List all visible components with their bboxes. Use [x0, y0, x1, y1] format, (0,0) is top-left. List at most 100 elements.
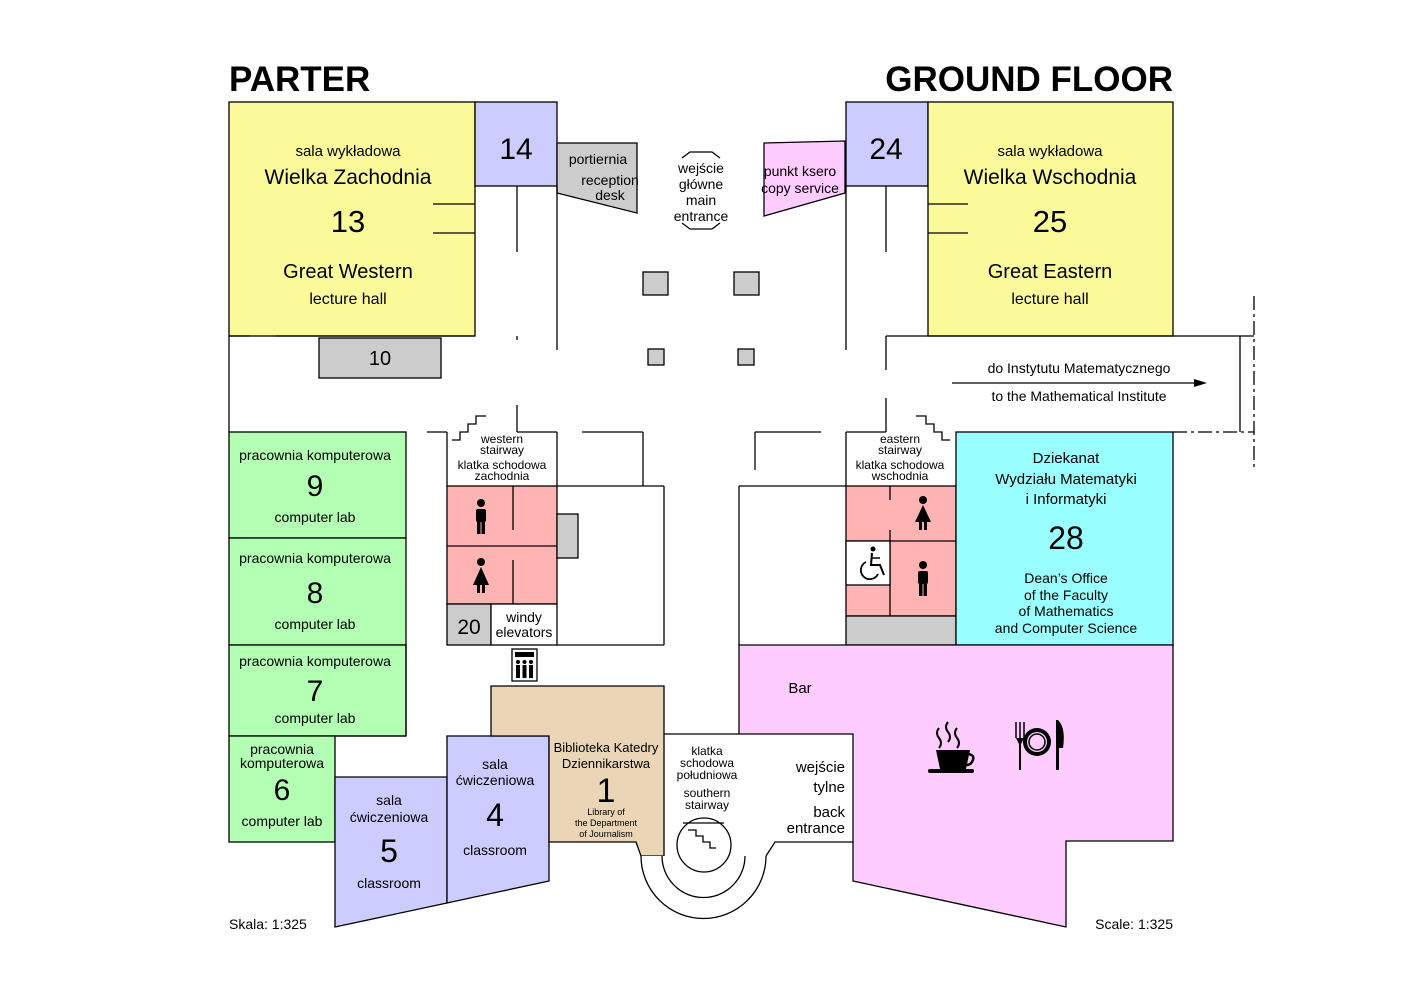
lab-6-english: computer lab [242, 813, 323, 829]
eastern-stairs-polish-1: klatka schodowa [856, 458, 945, 472]
library-number: 1 [597, 772, 616, 810]
hall-25-number: 25 [1033, 204, 1067, 239]
computer-lab-9[interactable]: pracownia komputerowa 9 computer lab [228, 431, 407, 539]
elevators-polish: windy [505, 609, 542, 625]
lab-9-number: 9 [307, 470, 324, 503]
deans-english-4: and Computer Science [995, 620, 1138, 636]
western-restrooms[interactable] [446, 485, 558, 605]
lab-7-number: 7 [307, 675, 324, 708]
lab-8-number: 8 [307, 577, 324, 610]
hall-25-polish-name: Wielka Wschodnia [964, 166, 1137, 189]
back-entrance[interactable]: wejście tylne back entrance [787, 759, 846, 837]
library-polish-2: Dziennikarstwa [562, 756, 651, 771]
main-entrance-line4: entrance [674, 208, 729, 224]
library-english-1: Library of [587, 807, 625, 817]
classroom-5[interactable]: sala ćwiczeniowa 5 classroom [334, 776, 448, 928]
reception-english-2: desk [595, 187, 626, 203]
computer-lab-7[interactable]: pracownia komputerowa 7 computer lab [228, 644, 407, 737]
class-4-number: 4 [486, 797, 504, 833]
female-restroom-icon [915, 496, 931, 530]
eastern-stairs-polish-2: wschodnia [871, 469, 929, 483]
room-24[interactable]: 24 [845, 101, 929, 187]
lab-6-polish-1: pracownia [250, 741, 314, 757]
library-english-2: the Department [575, 818, 638, 828]
deans-polish-1: Dziekanat [1033, 450, 1101, 467]
southern-stairs-english-1: southern [684, 786, 731, 800]
elevator-icon [511, 648, 538, 682]
lecture-hall-13[interactable]: sala wykładowa Wielka Zachodnia 13 Great… [228, 101, 476, 337]
classroom-4[interactable]: sala ćwiczeniowa 4 classroom [446, 735, 550, 904]
coffee-cup-icon [928, 721, 975, 773]
library-english-3: of Journalism [579, 829, 633, 839]
direction-english: to the Mathematical Institute [991, 388, 1166, 404]
back-entrance-polish-2: tylne [813, 779, 845, 796]
male-restroom-icon [476, 499, 486, 534]
library-polish-1: Biblioteka Katedry [554, 740, 659, 755]
class-5-number: 5 [380, 833, 398, 869]
western-stairs-polish-1: klatka schodowa [458, 458, 547, 472]
scale-english: Scale: 1:325 [1095, 916, 1173, 932]
southern-stairs-english-2: stairway [685, 798, 729, 812]
western-stairs-english-1: western [480, 432, 523, 446]
southern-stairway[interactable]: klatka schodowa południowa southern stai… [640, 744, 767, 920]
class-4-polish-2: ćwiczeniowa [456, 772, 535, 788]
western-stairs-polish-2: zachodnia [475, 469, 530, 483]
reception-english-1: reception [581, 172, 639, 188]
hall-13-english-name: Great Western [283, 261, 413, 283]
male-restroom-icon [918, 561, 928, 596]
reception-polish: portiernia [569, 151, 628, 167]
hall-13-english-type: lecture hall [309, 291, 386, 308]
copy-english: copy service [761, 180, 839, 196]
lecture-hall-25[interactable]: sala wykładowa Wielka Wschodnia 25 Great… [927, 101, 1174, 337]
deans-english-3: of Mathematics [1019, 603, 1114, 619]
female-restroom-icon [473, 558, 489, 593]
deans-number: 28 [1048, 520, 1084, 556]
copy-polish: punkt ksero [764, 163, 837, 179]
room-10-number: 10 [369, 348, 391, 370]
room-20[interactable]: 20 [446, 603, 492, 646]
southern-stairs-polish-2: schodowa [680, 756, 734, 770]
eastern-stairs-english-1: eastern [880, 432, 920, 446]
accessible-restroom-icon [859, 546, 885, 581]
direction-polish: do Instytutu Matematycznego [988, 360, 1171, 376]
room-20-number: 20 [457, 616, 480, 639]
lab-8-english: computer lab [275, 616, 356, 632]
eastern-stairs-icon [916, 415, 950, 441]
elevators[interactable]: windy elevators [490, 603, 558, 646]
lab-9-polish: pracownia komputerowa [239, 447, 391, 463]
class-5-polish-1: sala [376, 792, 402, 808]
deans-office-28[interactable]: Dziekanat Wydziału Matematyki i Informat… [955, 431, 1174, 646]
computer-lab-8[interactable]: pracownia komputerowa 8 computer lab [228, 537, 407, 646]
class-5-polish-2: ćwiczeniowa [350, 809, 429, 825]
lab-7-english: computer lab [275, 710, 356, 726]
back-entrance-polish-1: wejście [795, 759, 845, 776]
room-10[interactable]: 10 [318, 337, 442, 379]
eastern-restrooms[interactable] [845, 485, 957, 617]
room-14-number: 14 [499, 133, 532, 166]
southern-stairs-polish-1: klatka [691, 744, 723, 758]
hall-25-english-type: lecture hall [1011, 291, 1088, 308]
eastern-stairway[interactable]: eastern stairway klatka schodowa wschodn… [845, 415, 950, 486]
western-stairs-icon [452, 415, 486, 441]
western-stairway[interactable]: western stairway klatka schodowa zachodn… [446, 415, 558, 486]
lab-8-polish: pracownia komputerowa [239, 550, 391, 566]
bar[interactable]: Bar [738, 644, 1174, 928]
room-14[interactable]: 14 [474, 101, 558, 187]
main-entrance[interactable]: wejście główne main entrance [674, 151, 729, 230]
computer-lab-6[interactable]: pracownia komputerowa 6 computer lab [228, 735, 336, 843]
lab-6-number: 6 [274, 774, 291, 807]
copy-service[interactable]: punkt ksero copy service [761, 140, 846, 217]
title-english: GROUND FLOOR [885, 60, 1173, 99]
reception-desk[interactable]: portiernia reception desk [556, 142, 639, 214]
scale-polish: Skala: 1:325 [229, 916, 307, 932]
eastern-stairs-english-2: stairway [878, 443, 922, 457]
room-24-number: 24 [869, 133, 902, 166]
direction-math-institute: do Instytutu Matematycznego to the Mathe… [952, 360, 1207, 404]
title-polish: PARTER [229, 60, 370, 99]
class-4-polish-1: sala [482, 756, 508, 772]
main-entrance-line2: główne [679, 176, 724, 192]
hall-13-polish-type: sala wykładowa [295, 143, 401, 160]
library-1[interactable]: Biblioteka Katedry Dziennikarstwa 1 Libr… [490, 685, 665, 857]
deans-polish-3: i Informatyki [1026, 491, 1107, 508]
